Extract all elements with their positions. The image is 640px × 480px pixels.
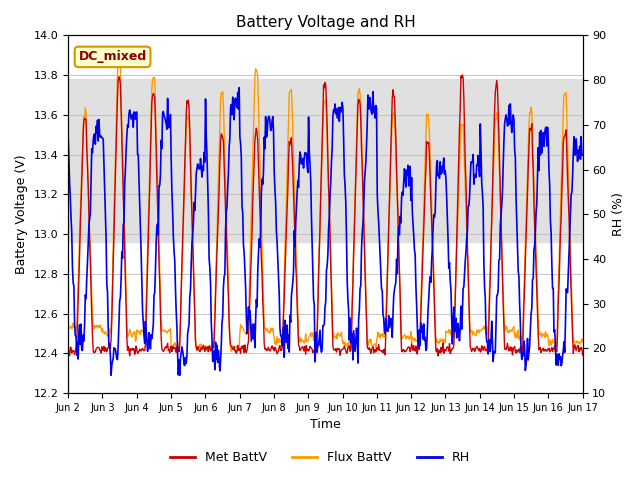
Text: DC_mixed: DC_mixed <box>79 50 147 63</box>
Y-axis label: Battery Voltage (V): Battery Voltage (V) <box>15 155 28 274</box>
Title: Battery Voltage and RH: Battery Voltage and RH <box>236 15 415 30</box>
Y-axis label: RH (%): RH (%) <box>612 192 625 236</box>
Bar <box>68 79 582 242</box>
X-axis label: Time: Time <box>310 419 340 432</box>
Legend: Met BattV, Flux BattV, RH: Met BattV, Flux BattV, RH <box>165 446 475 469</box>
